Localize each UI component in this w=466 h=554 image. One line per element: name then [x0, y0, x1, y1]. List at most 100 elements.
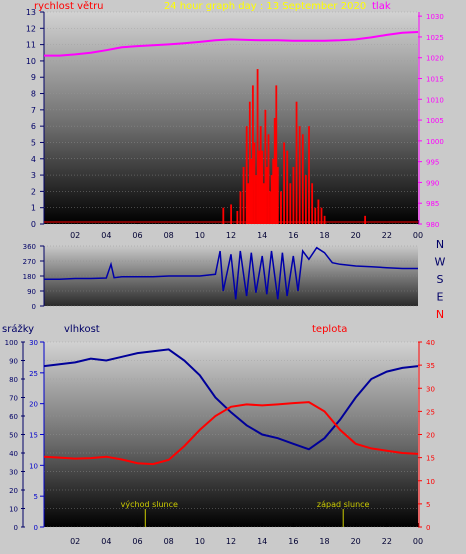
- y-right-tick-label: 1000: [426, 138, 444, 146]
- x-tick-label: 04: [101, 537, 111, 546]
- y-left-tick-label: 2: [31, 187, 36, 196]
- x-tick-label: 16: [288, 537, 298, 546]
- temperature-tick-label: 40: [426, 339, 435, 347]
- x-tick-label: 18: [319, 231, 329, 240]
- humidity-tick-label: 90: [9, 358, 18, 366]
- x-tick-label: 12: [226, 537, 236, 546]
- x-tick-label: 06: [132, 231, 142, 240]
- y-left-tick-label: 5: [31, 138, 36, 147]
- x-tick-label: 22: [382, 537, 392, 546]
- x-tick-label: 22: [382, 231, 392, 240]
- y-right-tick-label: 1030: [426, 13, 444, 21]
- humidity-tick-label: 80: [9, 376, 18, 384]
- wind-speed-bar: [298, 126, 301, 224]
- wind-speed-bar: [245, 126, 248, 224]
- direction-tick-label: 180: [23, 273, 36, 281]
- y-right-tick-label: 995: [426, 159, 439, 167]
- direction-tick-label: 360: [23, 243, 36, 251]
- wind-speed-bar: [269, 191, 271, 224]
- y-left-tick-label: 11: [26, 41, 36, 50]
- wind-speed-bar: [258, 150, 261, 224]
- direction-tick-label: 0: [32, 303, 36, 311]
- x-tick-label: 08: [164, 231, 174, 240]
- y-right-tick-label: 980: [426, 221, 439, 229]
- rain-tick-label: 30: [29, 339, 38, 347]
- wind-speed-bar: [289, 183, 292, 224]
- temperature-label: teplota: [312, 324, 347, 335]
- humidity-tick-label: 10: [9, 506, 18, 514]
- x-tick-label: 10: [195, 231, 205, 240]
- y-right-tick-label: 1025: [426, 34, 444, 42]
- y-right-tick-label: 985: [426, 200, 439, 208]
- y-left-tick-label: 9: [31, 73, 36, 82]
- x-tick-label: 16: [288, 231, 298, 240]
- humidity-line: [43, 348, 419, 451]
- sunset-label: západ slunce: [317, 500, 370, 509]
- rain-tick-label: 0: [34, 524, 38, 532]
- x-tick-label: 20: [351, 537, 361, 546]
- wind-speed-bar: [320, 207, 323, 224]
- temperature-line: [43, 401, 419, 466]
- x-tick-label: 00: [413, 231, 423, 240]
- humidity-tick-label: 30: [9, 469, 18, 477]
- wind-speed-bar: [242, 166, 245, 224]
- x-tick-label: 04: [101, 231, 111, 240]
- y-left-tick-label: 10: [26, 57, 36, 66]
- y-right-tick-label: 990: [426, 179, 439, 187]
- y-left-tick-label: 6: [31, 122, 36, 131]
- x-tick-label: 20: [351, 231, 361, 240]
- wind-speed-bar: [283, 142, 285, 224]
- y-right-tick-label: 1015: [426, 76, 444, 84]
- humidity-tick-label: 100: [5, 339, 18, 347]
- wind-speed-bar: [270, 175, 273, 224]
- wind-speed-bar: [261, 150, 264, 224]
- wind-speed-bar: [292, 166, 295, 224]
- x-tick-label: 02: [70, 537, 80, 546]
- rain-tick-label: 25: [29, 370, 38, 378]
- direction-tick-label: 270: [23, 258, 36, 266]
- rain-label: srážky: [2, 323, 34, 335]
- temperature-tick-label: 10: [426, 478, 435, 486]
- wind-speed-bar: [247, 183, 250, 224]
- compass-label: W: [435, 256, 446, 269]
- wind-speed-bar: [252, 85, 254, 224]
- humidity-label: vlhkost: [64, 324, 100, 335]
- wind-speed-bar: [255, 175, 257, 224]
- wind-speed-bar: [317, 199, 320, 224]
- compass-label: E: [437, 291, 444, 304]
- direction-tick-label: 90: [27, 288, 36, 296]
- pressure-line: [44, 31, 419, 57]
- wind-speed-bar: [253, 142, 256, 224]
- wind-speed-bar: [259, 126, 262, 224]
- wind-speed-bar: [230, 204, 232, 224]
- x-tick-label: 12: [226, 231, 236, 240]
- wind-direction-line: [44, 246, 418, 300]
- wind-speed-bar: [280, 191, 282, 224]
- wind-speed-bar: [276, 166, 279, 224]
- humidity-tick-label: 50: [9, 432, 18, 440]
- y-left-tick-label: 0: [31, 220, 36, 229]
- wind-speed-bar: [314, 207, 317, 224]
- humidity-tick-label: 60: [9, 413, 18, 421]
- temperature-tick-label: 20: [426, 432, 435, 440]
- wind-speed-bar: [256, 69, 259, 224]
- x-tick-label: 06: [132, 537, 142, 546]
- compass-label: N: [436, 238, 444, 251]
- y-right-tick-label: 1005: [426, 117, 444, 125]
- y-right-tick-label: 1010: [426, 96, 444, 104]
- y-left-tick-label: 7: [31, 106, 36, 115]
- rain-tick-label: 20: [29, 401, 38, 409]
- wind-speed-bar: [305, 175, 307, 224]
- rain-tick-label: 10: [29, 462, 38, 470]
- rain-tick-label: 15: [29, 432, 38, 440]
- humidity-tick-label: 40: [9, 450, 18, 458]
- humidity-tick-label: 20: [9, 487, 18, 495]
- temperature-tick-label: 25: [426, 408, 435, 416]
- chart-title: 24 hour graph day : 13 September 2020: [164, 1, 366, 12]
- x-tick-label: 08: [164, 537, 174, 546]
- temperature-tick-label: 35: [426, 362, 435, 370]
- compass-label: N: [436, 308, 444, 321]
- wind-speed-label: rychlost větru: [34, 0, 104, 12]
- pressure-label: tlak: [372, 1, 391, 12]
